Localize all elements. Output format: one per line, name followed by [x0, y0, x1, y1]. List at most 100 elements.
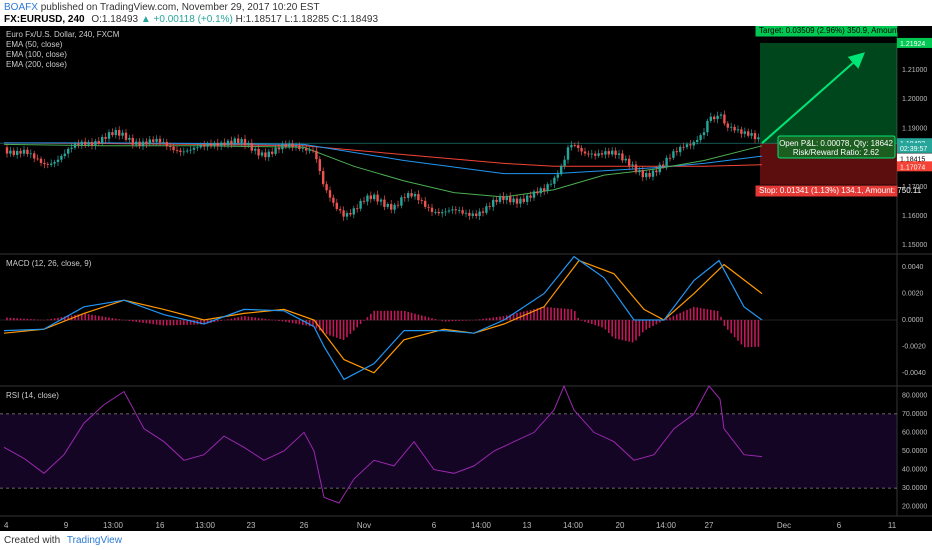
tradingview-link[interactable]: TradingView — [66, 535, 122, 546]
chart-canvas[interactable]: Target: 0.03509 (2.96%) 350.9, Amount: 1… — [0, 26, 932, 531]
macd-histogram-bar — [91, 314, 93, 321]
candle-body — [447, 210, 451, 212]
macd-histogram-bar — [220, 320, 222, 321]
close-value: C:1.18493 — [331, 14, 379, 25]
macd-histogram-bar — [325, 320, 328, 335]
candle-body — [67, 148, 70, 154]
candle-body — [563, 159, 566, 166]
candle-body — [223, 142, 226, 146]
candle-body — [543, 188, 546, 192]
candle-body — [478, 211, 481, 216]
candle-body — [294, 145, 298, 147]
macd-histogram-bar — [502, 316, 505, 321]
price-tick-label: 1.16000 — [902, 213, 927, 220]
macd-histogram-bar — [594, 320, 596, 326]
candle-body — [322, 171, 325, 185]
candle-body — [736, 129, 740, 131]
time-tick-label: 6 — [432, 521, 437, 530]
macd-histogram-bar — [36, 319, 39, 321]
candle-body — [277, 147, 281, 150]
publish-info: BOAFX published on TradingView.com, Nove… — [4, 2, 320, 13]
candle-body — [757, 137, 760, 140]
candle-body — [73, 143, 77, 148]
macd-histogram-bar — [240, 316, 243, 321]
candle-body — [373, 194, 376, 200]
macd-histogram-bar — [336, 320, 338, 338]
candle-body — [63, 153, 66, 157]
candle-body — [12, 150, 15, 155]
macd-histogram-bar — [512, 313, 515, 321]
symbol-info: FX:EURUSD, 240 O:1.18493 ▲ +0.00118 (+0.… — [4, 14, 378, 25]
macd-legend: MACD (12, 26, close, 9) — [6, 259, 92, 268]
macd-histogram-bar — [108, 317, 110, 321]
price-tag: 1.21924 — [897, 37, 932, 48]
macd-histogram-bar — [87, 314, 90, 321]
price-tick-label: 1.21000 — [902, 67, 927, 74]
time-tick-label: 13:00 — [195, 521, 216, 530]
macd-histogram-bar — [536, 308, 539, 321]
candle-body — [298, 145, 301, 150]
candle-body — [206, 143, 209, 147]
candle-body — [662, 164, 665, 166]
candle-body — [747, 131, 750, 136]
macd-histogram-bar — [261, 318, 263, 321]
macd-histogram-bar — [230, 318, 233, 321]
candle-body — [56, 159, 60, 162]
candle-body — [135, 141, 138, 145]
pnl-box: Open P&L: 0.00078, Qty: 18642Risk/Reward… — [777, 135, 896, 159]
candle-body — [512, 198, 515, 203]
candle-body — [94, 141, 97, 146]
candle-body — [400, 197, 403, 206]
macd-histogram-bar — [111, 318, 114, 321]
macd-histogram-bar — [390, 310, 392, 321]
candle-body — [444, 211, 447, 213]
target-label-text: Target: 0.03509 (2.96%) 350.9, Amount: 1… — [759, 26, 932, 35]
macd-histogram-bar — [638, 320, 641, 337]
price-legend-item: EMA (50, close) — [6, 40, 63, 49]
candle-body — [220, 142, 223, 147]
macd-histogram-bar — [128, 320, 131, 322]
candle-body — [152, 139, 155, 142]
macd-histogram-bar — [322, 320, 324, 333]
time-tick-label: 4 — [4, 521, 9, 530]
macd-histogram-bar — [421, 315, 423, 321]
macd-histogram-bar — [621, 320, 624, 341]
candle-body — [26, 149, 29, 154]
chart-area[interactable]: Target: 0.03509 (2.96%) 350.9, Amount: 1… — [0, 26, 932, 531]
macd-histogram-bar — [9, 317, 12, 321]
macd-histogram-bar — [281, 320, 284, 322]
macd-histogram-bar — [407, 311, 409, 321]
candle-body — [362, 200, 366, 202]
macd-histogram-bar — [227, 319, 229, 321]
macd-histogram-bar — [455, 320, 457, 322]
publisher-name[interactable]: BOAFX — [4, 2, 38, 13]
candle-body — [587, 153, 590, 155]
macd-histogram-bar — [213, 320, 216, 323]
macd-histogram-bar — [288, 320, 290, 323]
candle-body — [390, 204, 393, 210]
candle-body — [345, 213, 349, 217]
price-tag-bg — [897, 153, 932, 164]
rsi-band — [0, 413, 897, 489]
macd-histogram-bar — [206, 320, 209, 324]
macd-histogram-bar — [577, 317, 579, 321]
macd-line — [3, 255, 763, 381]
candle-body — [614, 150, 617, 155]
candle-body — [393, 204, 396, 210]
macd-histogram-bar — [720, 316, 722, 321]
candle-body — [5, 147, 9, 154]
macd-histogram-bar — [264, 318, 267, 321]
macd-histogram-bar — [584, 320, 586, 322]
macd-histogram-bar — [138, 320, 141, 323]
high-value: H:1.18517 — [235, 14, 282, 25]
macd-histogram-bar — [509, 314, 511, 321]
candle-body — [386, 204, 389, 207]
time-tick-label: 20 — [616, 521, 625, 530]
candle-body — [685, 144, 689, 148]
macd-histogram-bar — [635, 320, 637, 341]
macd-histogram-bar — [244, 316, 246, 321]
time-tick-label: 6 — [837, 521, 842, 530]
rsi-tick-label: 20.0000 — [902, 504, 927, 511]
candle-body — [492, 199, 495, 207]
candle-body — [16, 150, 19, 155]
